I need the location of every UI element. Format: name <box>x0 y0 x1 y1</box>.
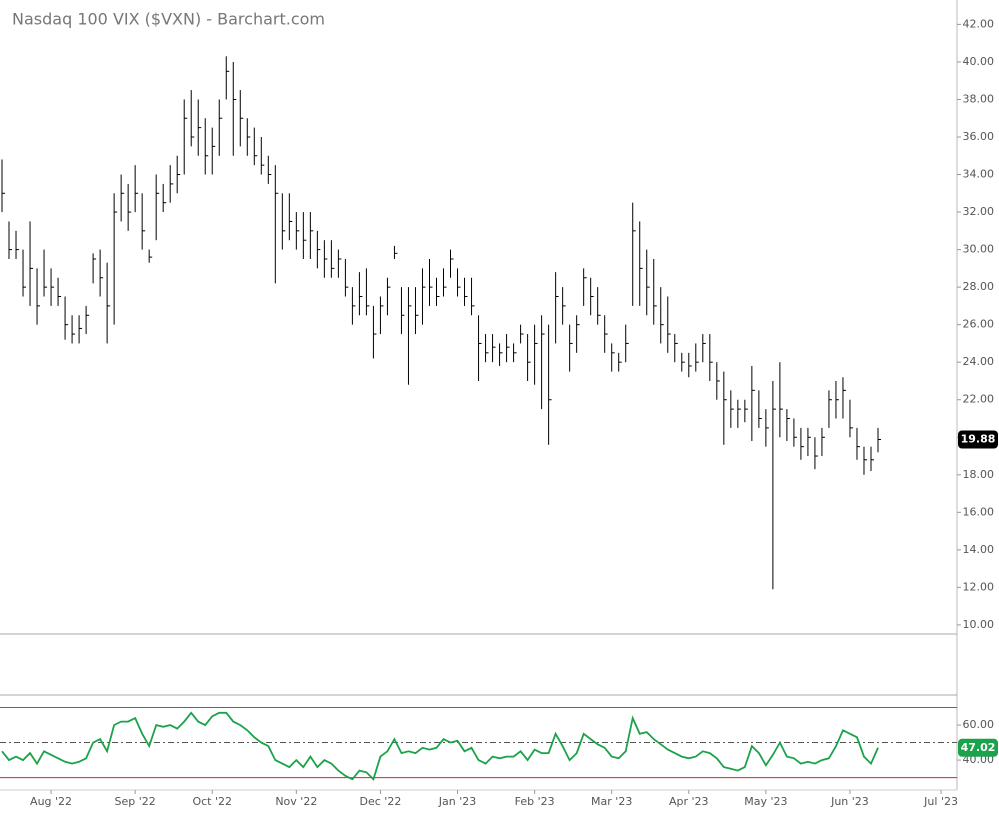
last-price: 19.88 <box>961 433 996 446</box>
x-tick-label: Jul '23 <box>923 795 958 808</box>
y-tick-label: 12.00 <box>963 580 995 593</box>
x-tick-label: Nov '22 <box>275 795 317 808</box>
y-tick-label: 26.00 <box>963 318 995 331</box>
y-tick-label: 28.00 <box>963 280 995 293</box>
x-tick-label: Sep '22 <box>115 795 156 808</box>
y-tick-label: 14.00 <box>963 543 995 556</box>
last-rsi-box <box>958 738 998 757</box>
x-tick-label: Jun '23 <box>830 795 869 808</box>
y-tick-label: 32.00 <box>963 205 995 218</box>
y-tick-label: 16.00 <box>963 505 995 518</box>
x-tick-label: Jan '23 <box>438 795 476 808</box>
y-tick-label: 40.00 <box>963 55 995 68</box>
x-tick-label: Mar '23 <box>591 795 632 808</box>
rsi-line <box>1 711 879 781</box>
y-tick-label: 34.00 <box>963 168 995 181</box>
last-rsi: 47.02 <box>961 741 996 754</box>
last-price-box <box>958 430 998 449</box>
x-tick-label: May '23 <box>744 795 787 808</box>
y-tick-label: 18.00 <box>963 468 995 481</box>
y-tick-label: 30.00 <box>963 243 995 256</box>
x-tick-label: Dec '22 <box>360 795 402 808</box>
y-tick-label: 38.00 <box>963 92 995 105</box>
y-tick-label: 10.00 <box>963 618 995 631</box>
x-tick-label: Aug '22 <box>30 795 72 808</box>
y-tick-label: 60.00 <box>963 718 995 731</box>
chart-title: Nasdaq 100 VIX ($VXN) - Barchart.com <box>12 10 325 29</box>
x-tick-label: Feb '23 <box>515 795 555 808</box>
y-tick-label: 42.00 <box>963 17 995 30</box>
y-tick-label: 36.00 <box>963 130 995 143</box>
y-tick-label: 24.00 <box>963 355 995 368</box>
x-tick-label: Apr '23 <box>669 795 709 808</box>
x-tick-label: Oct '22 <box>192 795 232 808</box>
y-tick-label: 22.00 <box>963 393 995 406</box>
